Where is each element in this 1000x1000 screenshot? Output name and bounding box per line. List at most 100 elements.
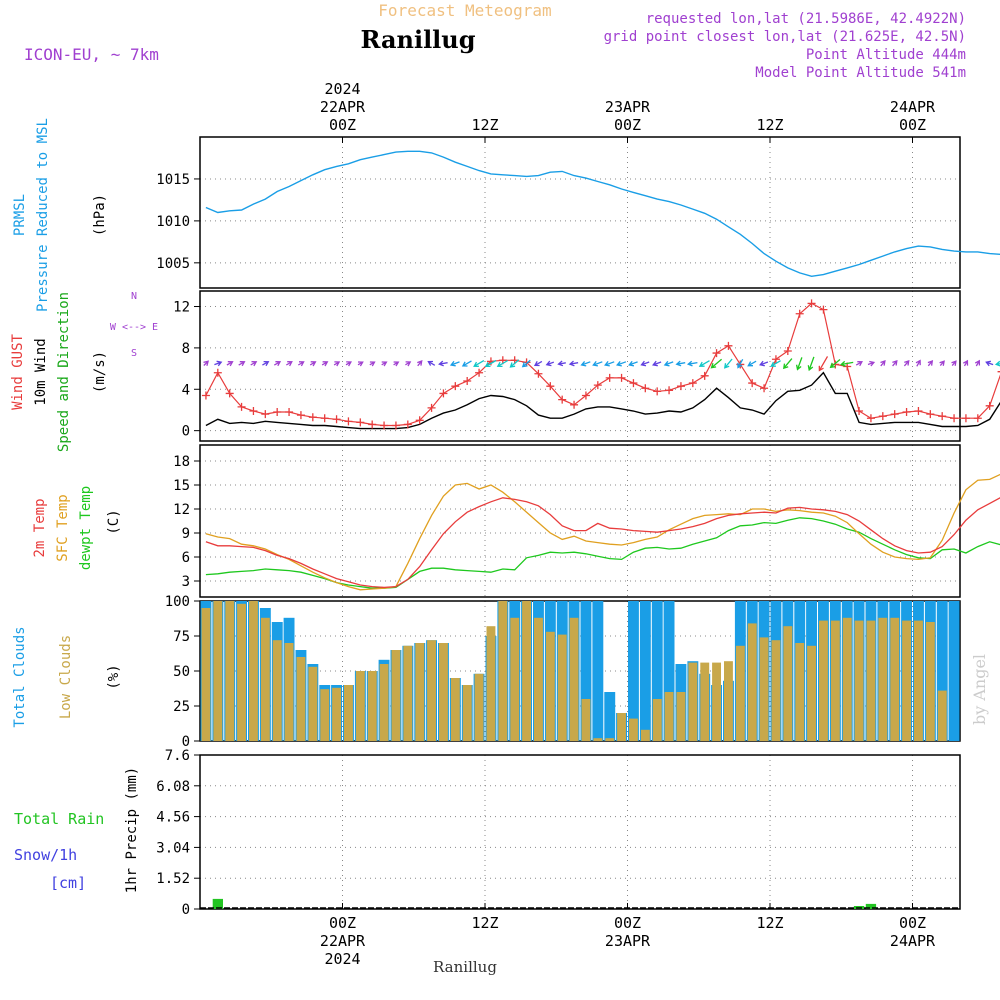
gust-marker	[985, 401, 994, 410]
y-tick-label: 8	[182, 341, 190, 357]
precip-panel: 0 1.52 3.04 4.56 6.08 7.6	[156, 748, 961, 918]
low-cloud-bar	[367, 671, 377, 741]
model-altitude: Model Point Altitude 541m	[755, 65, 966, 81]
gust-marker	[581, 391, 590, 400]
gust-marker	[902, 408, 911, 417]
wind-direction-arrow	[723, 358, 733, 369]
y-tick-label: 6.08	[156, 779, 190, 795]
wind-direction-arrow	[855, 361, 863, 367]
y-tick-label: 50	[173, 664, 190, 680]
low-cloud-bar	[925, 622, 935, 741]
gust-marker	[926, 410, 935, 419]
y-tick-label: 0	[182, 902, 190, 918]
temp-title-1: 2m Temp	[32, 498, 48, 557]
gust-marker	[653, 387, 662, 396]
low-cloud-bar	[771, 640, 781, 741]
low-cloud-bar	[724, 661, 733, 741]
gust-marker	[831, 360, 840, 369]
wind-direction-arrow	[496, 359, 509, 368]
gust-marker	[914, 407, 923, 415]
wind-direction-arrow	[509, 359, 520, 368]
wind-direction-arrow	[839, 360, 854, 367]
low-cloud-bar	[890, 617, 900, 741]
low-cloud-bar	[593, 738, 603, 741]
temp-unit: (C)	[106, 509, 122, 534]
gridpoint-coords: grid point closest lon,lat (21.625E, 42.…	[604, 29, 966, 45]
low-cloud-bar	[427, 640, 436, 741]
top-time-label: 23APR	[605, 98, 651, 116]
low-cloud-bar	[759, 637, 769, 741]
y-tick-label: 18	[173, 454, 190, 470]
gust-marker	[296, 411, 305, 420]
gust-marker	[878, 412, 887, 421]
y-tick-label: 12	[173, 300, 190, 316]
y-tick-label: 6	[182, 550, 190, 566]
low-cloud-bar	[617, 713, 626, 741]
wind-direction-arrow	[974, 359, 981, 367]
compass-n: N	[131, 291, 137, 302]
gust-marker	[356, 418, 365, 427]
wind-direction-arrow	[484, 359, 497, 368]
wind-direction-arrow	[770, 360, 781, 367]
wind-direction-arrow	[333, 361, 341, 367]
location-title: Ranillug	[360, 25, 475, 54]
bottom-time-label: 2024	[324, 950, 360, 968]
gust-marker	[724, 341, 733, 350]
gust-marker	[439, 389, 448, 398]
gust-marker	[320, 414, 329, 423]
bottom-time-label: 00Z	[614, 914, 641, 932]
temperature-frame	[199, 444, 961, 598]
gust-marker	[332, 415, 341, 424]
wind-direction-arrow	[939, 360, 945, 367]
wind-direction-arrow	[759, 360, 769, 367]
wind-frame	[199, 290, 961, 442]
wind-direction-arrow	[203, 360, 210, 366]
gust-marker	[225, 389, 234, 398]
gust-marker	[451, 382, 460, 391]
gust-marker	[285, 408, 294, 417]
gust-marker	[273, 408, 282, 417]
wind-direction-arrow	[461, 360, 472, 367]
gust-marker	[213, 368, 222, 377]
wind-direction-arrow	[880, 360, 886, 367]
gust-marker	[712, 349, 721, 358]
low-cloud-bar	[296, 657, 306, 741]
low-cloud-bar	[308, 666, 318, 741]
wind-direction-arrow	[867, 360, 876, 367]
bottom-time-label: 12Z	[471, 914, 498, 932]
low-cloud-bar	[272, 640, 282, 741]
wind-direction-arrow	[829, 358, 841, 369]
gust-marker	[380, 421, 389, 430]
low-cloud-bar	[842, 617, 852, 741]
snow-label: Snow/1h	[14, 846, 77, 864]
wind-direction-arrow	[651, 360, 662, 367]
y-tick-label: 4	[182, 382, 190, 398]
pressure-titles: PRMSL Pressure Reduced to MSL (hPa)	[12, 118, 108, 312]
gust-marker	[783, 347, 792, 355]
bottom-time-label: 24APR	[890, 932, 936, 950]
wind-direction-arrow	[238, 361, 246, 367]
low-cloud-bar	[379, 664, 389, 741]
footer-location: Ranillug	[433, 958, 497, 976]
gust-marker	[308, 413, 317, 422]
low-cloud-bar	[569, 617, 579, 741]
y-tick-label: 4.56	[156, 810, 190, 826]
wind-title-1: Wind GUST	[10, 334, 26, 410]
clouds-frame	[199, 600, 961, 742]
gust-marker	[950, 414, 959, 423]
pressure-unit: (hPa)	[92, 194, 108, 236]
wind-direction-arrow	[604, 360, 615, 367]
requested-coords: requested lon,lat (21.5986E, 42.4922N)	[646, 11, 966, 27]
low-cloud-bar	[498, 601, 508, 741]
y-tick-label: 1005	[156, 256, 190, 272]
y-tick-label: 1015	[156, 172, 190, 188]
temp-title-3: dewpt Temp	[78, 486, 94, 570]
gust-marker	[866, 414, 875, 423]
y-tick-label: 7.6	[165, 748, 190, 764]
wind-direction-arrow	[962, 359, 969, 367]
clouds-panel: 0 25 50 75 100	[165, 594, 961, 750]
gust-marker	[760, 384, 769, 393]
low-cloud-bar	[415, 643, 425, 741]
low-cloud-bar	[937, 690, 947, 741]
gust-marker	[546, 382, 555, 391]
